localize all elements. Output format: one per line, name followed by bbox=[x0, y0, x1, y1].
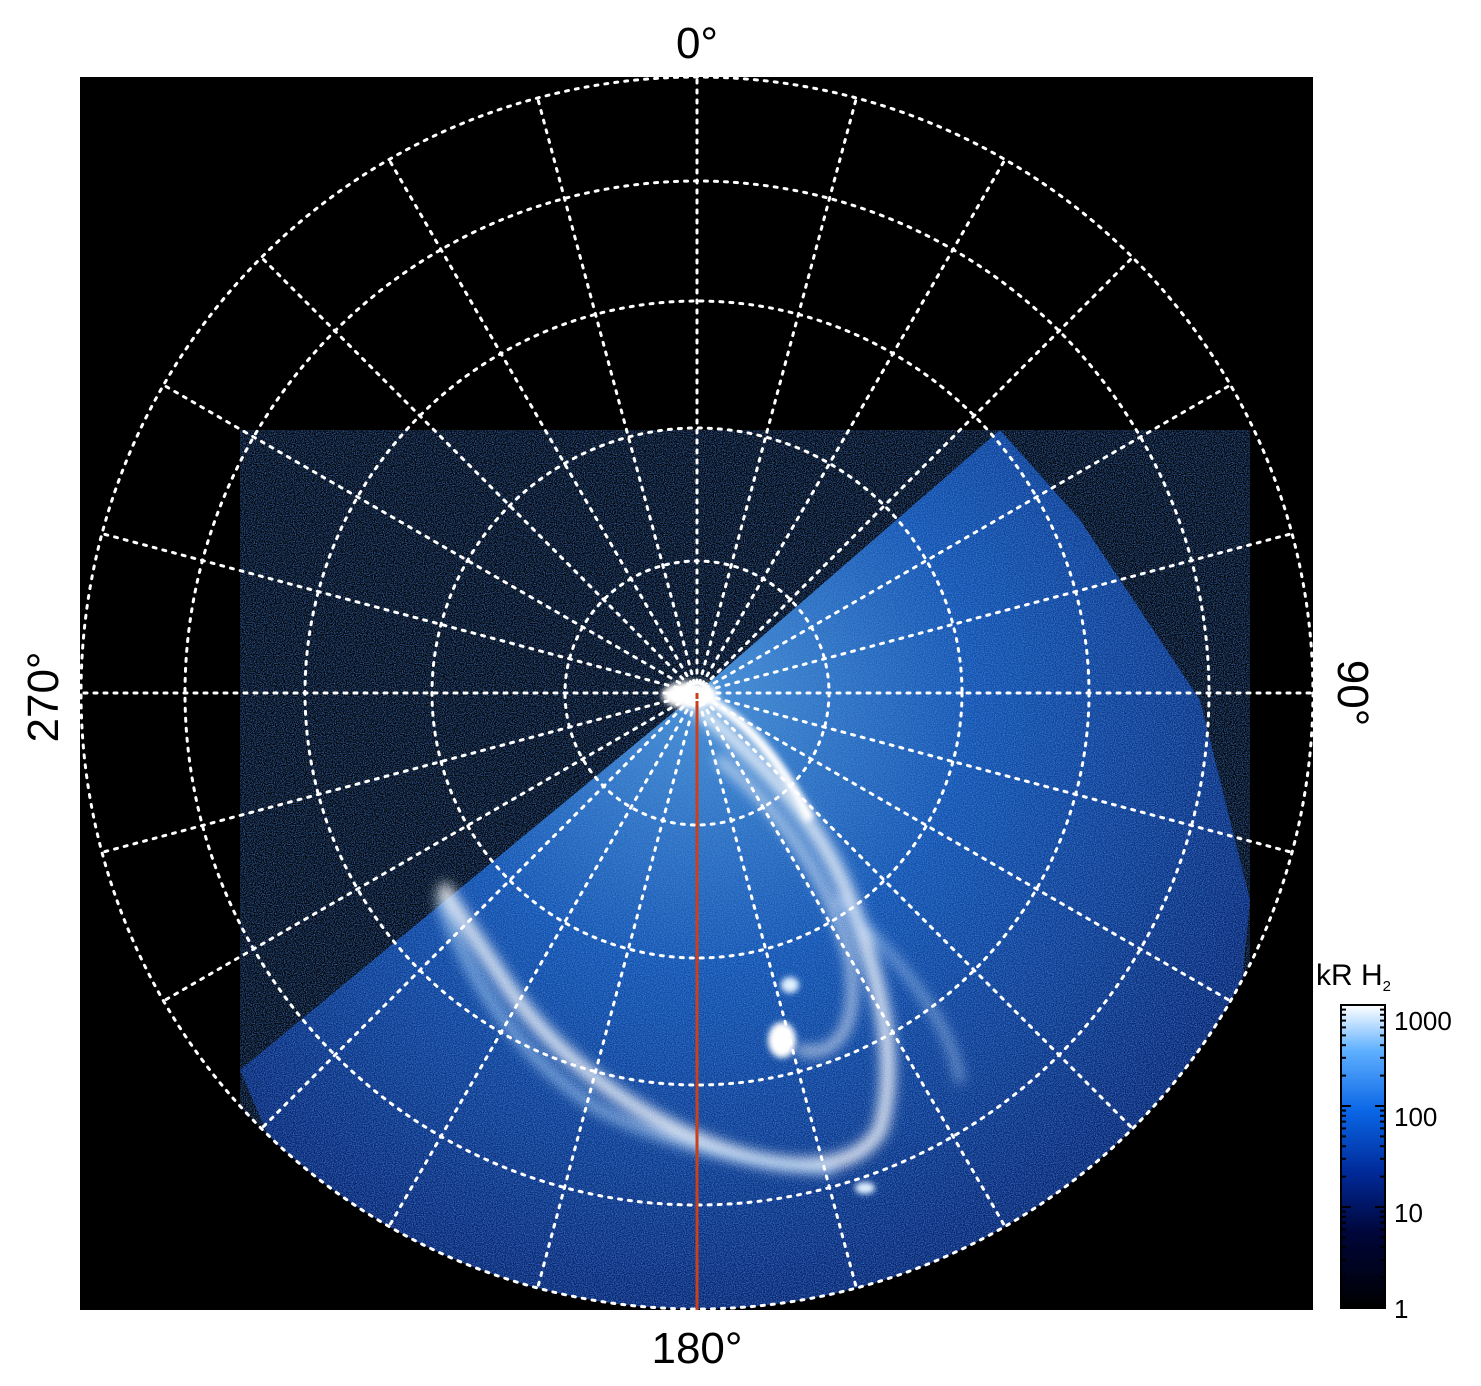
meridian-line bbox=[387, 691, 699, 1228]
meridian-line bbox=[695, 691, 858, 1290]
emission-noise bbox=[240, 430, 1250, 1309]
main-oval-arc bbox=[438, 703, 895, 1172]
meridian-line bbox=[387, 158, 699, 695]
bright-spot-2 bbox=[781, 977, 799, 993]
colorbar-title-main: kR H bbox=[1316, 959, 1383, 992]
aurora-emission bbox=[240, 430, 1250, 1309]
colorbar-tick-label-1000: 1000 bbox=[1394, 1006, 1452, 1036]
label-0deg: 0° bbox=[676, 19, 718, 68]
bright-spot-3 bbox=[855, 1182, 875, 1194]
meridian-line bbox=[695, 691, 1294, 854]
meridian-line bbox=[695, 158, 1007, 695]
colorbar-tick-label-100: 100 bbox=[1394, 1102, 1437, 1132]
colorbar-tick-label-10: 10 bbox=[1394, 1198, 1423, 1228]
meridian-line bbox=[695, 532, 1294, 695]
meridian-line bbox=[536, 691, 699, 1290]
label-90deg: 90° bbox=[1328, 660, 1377, 727]
meridian-line bbox=[695, 255, 1135, 695]
meridian-line bbox=[695, 383, 1232, 695]
poleward-arc bbox=[836, 896, 964, 1084]
meridian-line bbox=[536, 96, 699, 695]
meridian-line bbox=[695, 691, 1232, 1003]
colorbar-gradient bbox=[1340, 1004, 1386, 1309]
meridian-line bbox=[259, 255, 699, 695]
meridian-line bbox=[100, 691, 699, 854]
colorbar-ticks bbox=[1341, 1004, 1385, 1309]
meridian-line bbox=[100, 532, 699, 695]
colorbar: kR H2 1000 100 10 1 bbox=[1316, 959, 1452, 1324]
outer-arc bbox=[435, 895, 835, 1175]
latitude-ring-2 bbox=[430, 426, 964, 960]
colorbar-tick-label-1: 1 bbox=[1394, 1294, 1408, 1324]
meridian-line bbox=[695, 691, 1135, 1131]
meridian-line bbox=[162, 383, 699, 695]
colorbar-title-sub: 2 bbox=[1383, 978, 1391, 995]
dawn-arc-glow bbox=[707, 695, 815, 823]
label-180deg: 180° bbox=[651, 1324, 742, 1373]
label-270deg: 270° bbox=[19, 651, 68, 742]
colorbar-title: kR H2 bbox=[1316, 959, 1391, 995]
meridian-line bbox=[695, 691, 1007, 1228]
meridian-line bbox=[259, 691, 699, 1131]
meridian-line bbox=[695, 96, 858, 695]
pole-marker bbox=[687, 681, 707, 701]
meridian-line bbox=[162, 691, 699, 1003]
